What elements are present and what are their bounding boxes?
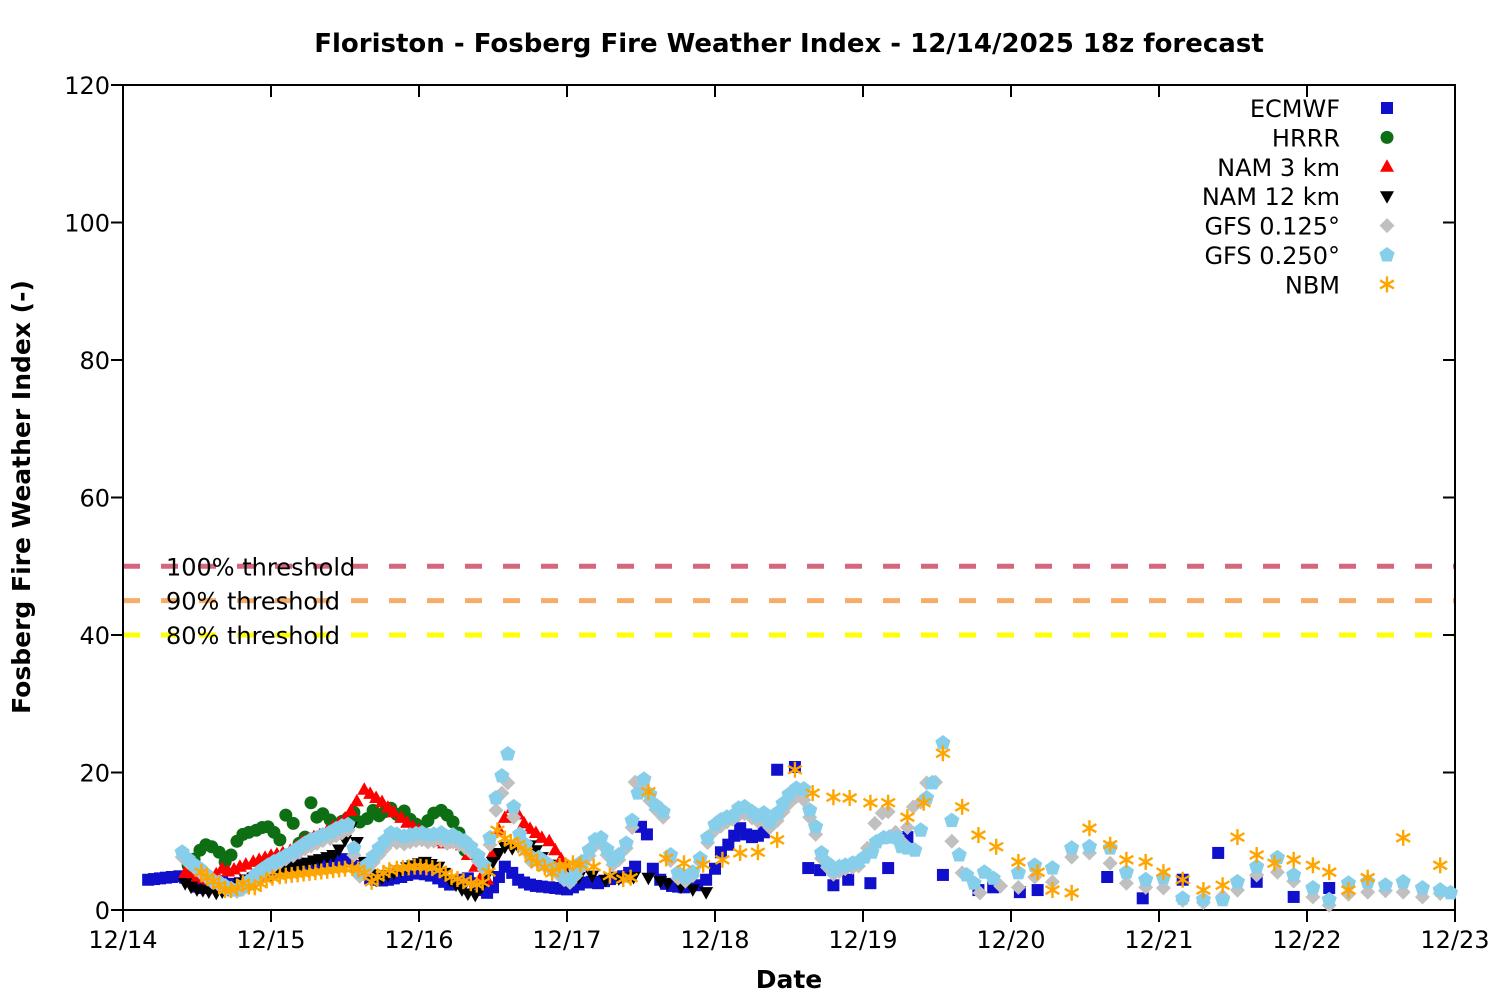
x-tick-label: 12/23: [1420, 926, 1489, 954]
x-tick-label: 12/19: [828, 926, 897, 954]
legend-marker-gfs-0-250-icon: [1379, 247, 1395, 262]
chart-title: Floriston - Fosberg Fire Weather Index -…: [314, 29, 1264, 59]
threshold-lines: 100% threshold 90% threshold 80% threshold: [123, 553, 1455, 650]
x-tick-label: 12/15: [236, 926, 305, 954]
x-tick-label: 12/20: [976, 926, 1045, 954]
legend-marker-nam-3-km-icon: [1380, 159, 1394, 172]
threshold-label-90-threshold: 90% threshold: [166, 588, 340, 616]
threshold-label-80-threshold: 80% threshold: [166, 622, 340, 650]
legend-entry-gfs-0-125: GFS 0.125°: [1204, 213, 1395, 241]
legend-entry-nam-3-km: NAM 3 km: [1217, 154, 1394, 182]
y-tick-label: 80: [79, 347, 110, 375]
plot-area: 100% threshold 90% threshold 80% threshold…: [64, 72, 1489, 954]
legend-label-gfs-0-125: GFS 0.125°: [1204, 213, 1340, 241]
y-tick-label: 100: [64, 210, 110, 238]
legend-label-nbm: NBM: [1285, 271, 1340, 299]
y-tick-label: 120: [64, 72, 110, 100]
legend-label-nam-3-km: NAM 3 km: [1217, 154, 1340, 182]
y-tick-label: 40: [79, 622, 110, 650]
y-tick-label: 60: [79, 485, 110, 513]
legend-label-gfs-0-250: GFS 0.250°: [1204, 242, 1340, 270]
y-tick-label: 20: [79, 760, 110, 788]
series-gfs-0-250-points: [174, 734, 1459, 907]
legend-entry-nbm: NBM: [1285, 271, 1395, 299]
x-tick-label: 12/22: [1272, 926, 1341, 954]
legend-marker-nbm-icon: [1379, 276, 1395, 293]
x-tick-label: 12/14: [88, 926, 157, 954]
x-axis-label: Date: [756, 965, 823, 994]
legend-marker-hrrr-icon: [1380, 130, 1394, 144]
y-ticks: 0 20 40 60 80 100 120: [64, 72, 1455, 925]
legend-marker-ecmwf-icon: [1381, 102, 1393, 114]
legend-label-ecmwf: ECMWF: [1250, 95, 1340, 123]
legend-entry-hrrr: HRRR: [1272, 124, 1394, 152]
x-tick-label: 12/21: [1124, 926, 1193, 954]
x-ticks: 12/14 12/15 12/16 12/17 12/18 12/19 12/20 12/21…: [88, 85, 1490, 954]
x-tick-label: 12/16: [384, 926, 453, 954]
legend-marker-nam-12-km-icon: [1380, 191, 1394, 204]
legend-entry-gfs-0-250: GFS 0.250°: [1204, 242, 1395, 270]
threshold-label-100-threshold: 100% threshold: [166, 553, 355, 581]
y-axis-label: Fosberg Fire Weather Index (-): [7, 280, 36, 714]
x-tick-label: 12/17: [532, 926, 601, 954]
legend-entry-ecmwf: ECMWF: [1250, 95, 1393, 123]
y-tick-label: 0: [95, 897, 110, 925]
legend-marker-gfs-0-125-icon: [1379, 218, 1395, 234]
x-tick-label: 12/18: [680, 926, 749, 954]
series-nbm-points: [193, 745, 1448, 901]
legend-entry-nam-12-km: NAM 12 km: [1202, 183, 1394, 211]
legend-label-nam-12-km: NAM 12 km: [1202, 183, 1340, 211]
legend-label-hrrr: HRRR: [1272, 124, 1340, 152]
